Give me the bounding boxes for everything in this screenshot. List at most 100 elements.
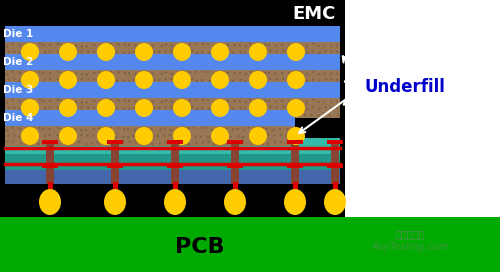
Ellipse shape: [148, 107, 151, 110]
Ellipse shape: [147, 44, 150, 47]
Ellipse shape: [112, 51, 114, 54]
Ellipse shape: [80, 45, 83, 48]
Ellipse shape: [72, 113, 75, 115]
Ellipse shape: [135, 99, 153, 117]
Ellipse shape: [147, 135, 150, 138]
Ellipse shape: [220, 80, 223, 82]
Ellipse shape: [249, 71, 267, 89]
Ellipse shape: [104, 86, 107, 88]
Ellipse shape: [292, 115, 295, 118]
Ellipse shape: [226, 78, 229, 80]
Ellipse shape: [288, 50, 290, 52]
Ellipse shape: [25, 86, 28, 89]
Ellipse shape: [269, 105, 272, 108]
Ellipse shape: [176, 113, 178, 116]
Ellipse shape: [172, 114, 174, 116]
Ellipse shape: [176, 57, 178, 60]
Bar: [142, 100, 146, 116]
Ellipse shape: [220, 52, 223, 54]
Ellipse shape: [150, 128, 153, 131]
Ellipse shape: [202, 70, 205, 73]
Ellipse shape: [56, 126, 59, 129]
Ellipse shape: [12, 70, 14, 73]
Ellipse shape: [38, 127, 41, 129]
Bar: [0, 217, 500, 272]
Ellipse shape: [220, 113, 222, 116]
Ellipse shape: [6, 45, 8, 47]
Ellipse shape: [99, 51, 102, 53]
Bar: [0, 0, 345, 217]
Ellipse shape: [298, 80, 300, 83]
Ellipse shape: [300, 100, 302, 103]
Ellipse shape: [31, 129, 34, 132]
Ellipse shape: [30, 51, 32, 53]
Ellipse shape: [170, 106, 172, 108]
Bar: [171, 142, 179, 184]
Ellipse shape: [85, 143, 87, 146]
Ellipse shape: [13, 134, 16, 137]
Ellipse shape: [31, 141, 34, 143]
Ellipse shape: [212, 143, 215, 146]
Ellipse shape: [78, 141, 80, 143]
Ellipse shape: [290, 143, 293, 146]
Ellipse shape: [269, 87, 272, 89]
Ellipse shape: [205, 126, 208, 129]
Ellipse shape: [170, 73, 173, 75]
Ellipse shape: [298, 113, 301, 116]
Ellipse shape: [170, 45, 173, 47]
Ellipse shape: [38, 59, 40, 61]
Ellipse shape: [25, 58, 28, 61]
Ellipse shape: [318, 51, 321, 54]
Ellipse shape: [140, 58, 142, 61]
Bar: [142, 72, 146, 88]
Ellipse shape: [224, 141, 226, 144]
Ellipse shape: [110, 99, 112, 101]
Ellipse shape: [281, 44, 283, 46]
Ellipse shape: [290, 128, 293, 130]
Ellipse shape: [201, 79, 203, 82]
Ellipse shape: [57, 98, 59, 101]
Ellipse shape: [32, 101, 34, 104]
Ellipse shape: [336, 45, 338, 47]
Ellipse shape: [312, 78, 314, 81]
Bar: [256, 72, 260, 88]
Ellipse shape: [44, 135, 46, 137]
Bar: [172, 182, 178, 194]
Ellipse shape: [282, 50, 284, 52]
Ellipse shape: [220, 45, 223, 47]
Ellipse shape: [32, 73, 34, 76]
Ellipse shape: [276, 57, 278, 60]
Bar: [5, 54, 340, 70]
Ellipse shape: [12, 42, 14, 45]
Ellipse shape: [254, 128, 256, 131]
Ellipse shape: [269, 115, 272, 118]
Ellipse shape: [148, 79, 151, 82]
Ellipse shape: [68, 115, 70, 117]
Ellipse shape: [57, 106, 59, 109]
Ellipse shape: [202, 141, 204, 144]
Ellipse shape: [268, 100, 270, 102]
Text: Die 1: Die 1: [3, 29, 33, 39]
Ellipse shape: [112, 79, 114, 82]
Ellipse shape: [312, 50, 314, 53]
Ellipse shape: [38, 115, 40, 117]
Ellipse shape: [13, 50, 16, 52]
Ellipse shape: [256, 134, 258, 136]
Ellipse shape: [292, 87, 295, 89]
Ellipse shape: [244, 52, 246, 55]
Ellipse shape: [154, 107, 156, 109]
Ellipse shape: [92, 134, 94, 137]
Ellipse shape: [206, 136, 209, 138]
Ellipse shape: [218, 141, 221, 144]
Ellipse shape: [238, 44, 241, 46]
Ellipse shape: [48, 50, 51, 53]
Ellipse shape: [18, 52, 21, 54]
Ellipse shape: [103, 108, 106, 110]
Ellipse shape: [116, 80, 118, 82]
Ellipse shape: [147, 100, 150, 103]
Ellipse shape: [60, 136, 62, 138]
Ellipse shape: [264, 71, 266, 74]
Ellipse shape: [203, 85, 205, 88]
Ellipse shape: [184, 45, 187, 47]
Ellipse shape: [170, 101, 173, 103]
